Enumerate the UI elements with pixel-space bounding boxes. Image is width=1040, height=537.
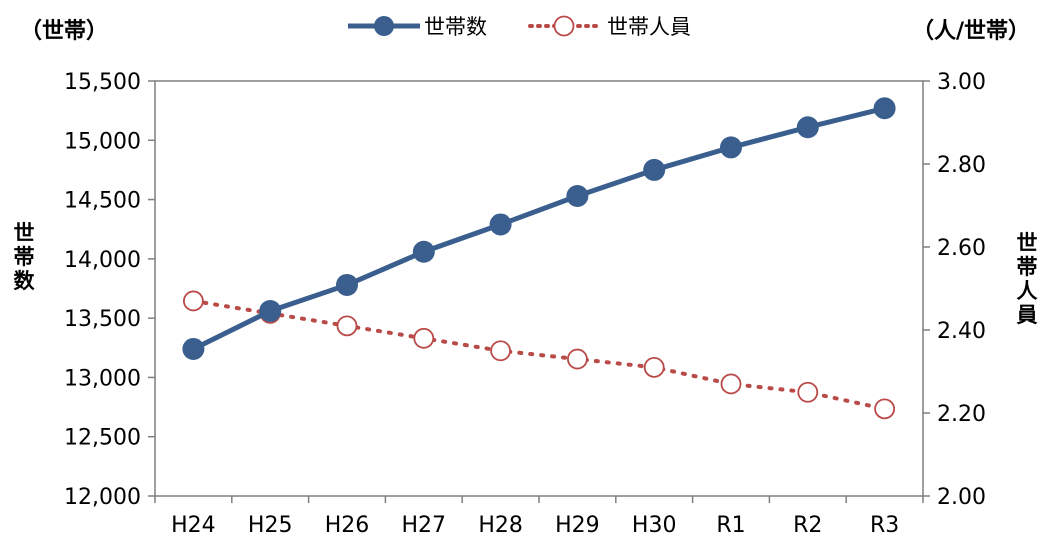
left-unit-label: （世帯） [20, 18, 108, 44]
household-members-point [720, 373, 742, 395]
household-members-line [191, 298, 887, 411]
household-members-point [874, 398, 895, 420]
left-tick-label: 14,000 [64, 248, 141, 273]
household-members-point [643, 356, 665, 378]
left-axis-title-char: 帯 [14, 245, 35, 269]
right-tick-label: 3.00 [937, 70, 986, 95]
right-unit-label: （人/世帯） [912, 18, 1030, 44]
left-axis-title-char: 数 [14, 269, 36, 293]
right-axis: 2.00 2.20 2.40 2.60 2.80 3.00 [923, 70, 986, 510]
legend-marker-households [374, 16, 394, 36]
x-tick-label: H28 [478, 513, 523, 537]
households-point [489, 213, 512, 236]
household-members-point [490, 340, 512, 362]
legend: 世帯数 世帯人員 [348, 15, 691, 39]
legend-marker-household-members [553, 15, 575, 37]
x-tick-label: R3 [870, 513, 899, 537]
households-point [796, 116, 819, 139]
households-point [259, 300, 282, 323]
right-tick-label: 2.00 [937, 485, 986, 510]
households-line [192, 105, 886, 352]
right-axis-title-char: 世 [1017, 231, 1038, 255]
x-tick-label: H24 [171, 513, 216, 537]
left-tick-label: 12,000 [64, 485, 141, 510]
households-point [336, 273, 358, 296]
plot-area [154, 80, 924, 497]
right-axis-title-char: 人 [1017, 279, 1038, 303]
x-axis: H24 H25 H26 H27 H28 H29 H30 R1 R2 R3 [154, 496, 924, 537]
right-tick-label: 2.20 [937, 402, 986, 427]
household-members-point [797, 381, 819, 403]
household-members-point [413, 327, 435, 349]
left-axis-title-char: 世 [14, 221, 35, 245]
left-tick-label: 15,500 [64, 70, 141, 95]
household-members-point [336, 315, 358, 337]
series-household-members [182, 290, 895, 420]
left-tick-label: 13,500 [64, 307, 141, 332]
left-tick-label: 12,500 [64, 426, 141, 451]
x-tick-label: H29 [555, 513, 600, 537]
right-tick-label: 2.60 [937, 236, 986, 261]
right-axis-title: 世帯人員 [1016, 231, 1038, 327]
x-tick-label: H25 [248, 513, 293, 537]
household-members-point [182, 290, 204, 312]
households-point [873, 97, 896, 120]
right-tick-label: 2.80 [937, 153, 986, 178]
x-tick-label: H26 [325, 513, 370, 537]
right-axis-title-char: 員 [1016, 303, 1038, 327]
legend-label-household-members: 世帯人員 [607, 15, 691, 39]
households-point [566, 185, 589, 208]
x-tick-label: H30 [632, 513, 677, 537]
left-tick-label: 13,000 [64, 366, 141, 391]
household-members-point [567, 348, 588, 370]
left-tick-label: 15,000 [64, 129, 141, 154]
households-point [643, 158, 666, 181]
left-tick-label: 14,500 [64, 189, 141, 214]
x-tick-label: H27 [402, 513, 447, 537]
series-households [182, 97, 896, 360]
x-tick-label: R1 [716, 513, 745, 537]
households-point [182, 337, 205, 360]
x-tick-label: R2 [793, 513, 822, 537]
right-axis-title-char: 帯 [1017, 255, 1038, 279]
right-tick-label: 2.40 [937, 319, 986, 344]
households-point [720, 136, 742, 159]
left-axis: 12,000 12,500 13,000 13,500 14,000 14,500 15,0… [64, 70, 155, 510]
left-axis-title: 世帯数 [14, 221, 36, 293]
households-point [412, 240, 435, 263]
legend-label-households: 世帯数 [424, 15, 487, 39]
